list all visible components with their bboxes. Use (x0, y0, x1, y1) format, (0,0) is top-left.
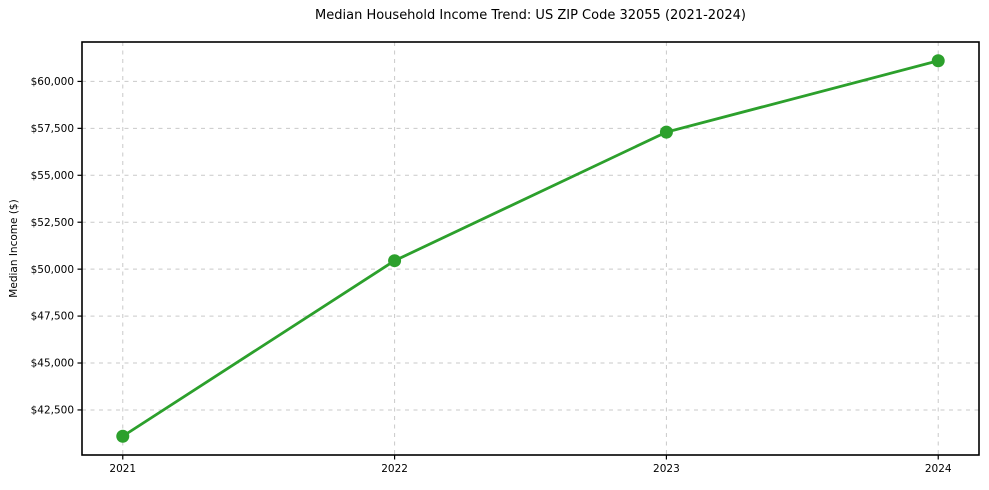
data-point-marker (659, 125, 673, 139)
y-tick-label: $45,000 (31, 358, 74, 370)
y-tick-label: $60,000 (31, 76, 74, 88)
y-tick-label: $52,500 (31, 217, 74, 229)
tick-layer: $42,500 $45,000 $47,500 $50,000 $52,500 $55,0… (31, 76, 952, 475)
chart-title: Median Household Income Trend: US ZIP Co… (315, 8, 746, 23)
data-point-marker (116, 429, 130, 443)
plot-border (81, 41, 980, 456)
series-layer (116, 54, 945, 443)
trend-line (121, 59, 940, 438)
x-tick-label: 2022 (381, 463, 408, 475)
data-point-marker (388, 254, 402, 268)
data-point-marker (931, 54, 945, 68)
x-tick-label: 2021 (109, 463, 136, 475)
y-tick-label: $47,500 (31, 311, 74, 323)
y-tick-label: $42,500 (31, 405, 74, 417)
y-tick-label: $50,000 (31, 264, 74, 276)
grid-layer (82, 42, 979, 455)
x-tick-label: 2024 (925, 463, 952, 475)
y-tick-label: $57,500 (31, 123, 74, 135)
y-axis-label: Median Income ($) (8, 199, 20, 297)
x-tick-label: 2023 (653, 463, 680, 475)
y-tick-label: $55,000 (31, 170, 74, 182)
